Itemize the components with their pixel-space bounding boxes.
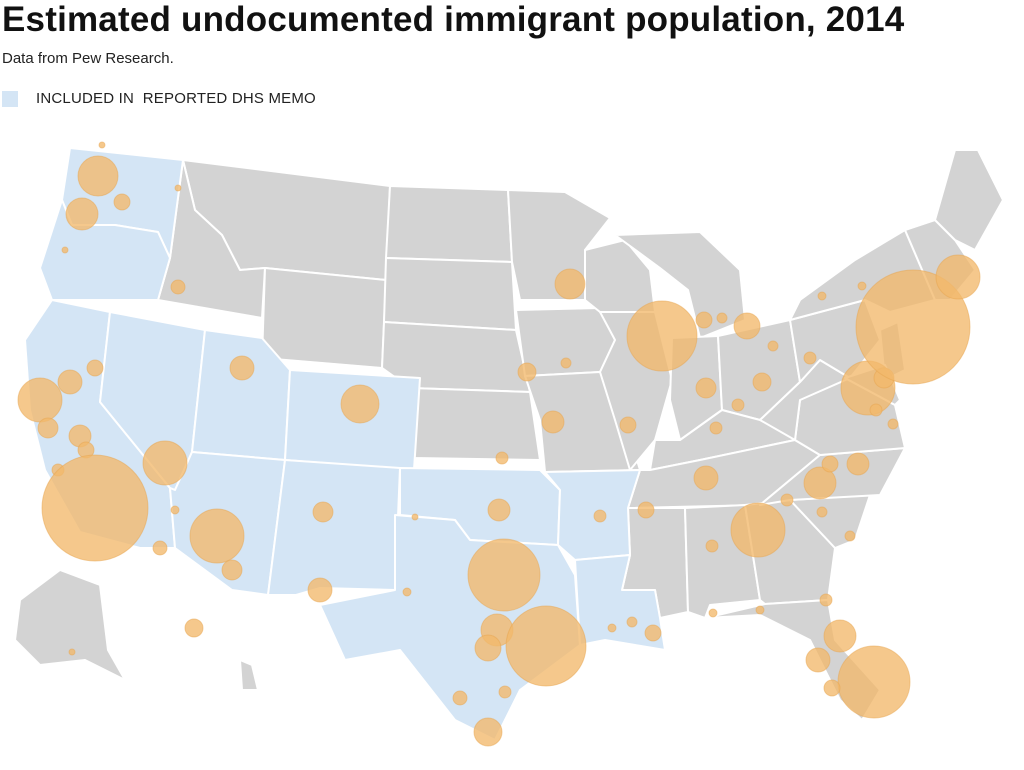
page-title: Estimated undocumented immigrant populat… [2, 0, 905, 39]
bubble-norfolk [887, 418, 899, 430]
bubble-cincinnati [731, 398, 745, 412]
bubble-midland [402, 587, 412, 597]
bubble-greenville [780, 493, 794, 507]
bubble-riverside [152, 540, 168, 556]
bubble-chicago [626, 300, 698, 372]
bubble-tampa [805, 647, 831, 673]
legend: INCLUDED IN REPORTED DHS MEMO [2, 90, 316, 107]
bubble-boise [170, 279, 186, 295]
bubble-seattle [77, 155, 119, 197]
bubble-charlotte [803, 466, 837, 500]
bubble-louisville [709, 421, 723, 435]
bubble-new-orleans [644, 624, 662, 642]
state-louisiana [574, 554, 666, 651]
state-alaska [14, 569, 126, 681]
state-arkansas [544, 469, 641, 561]
state-kansas [409, 387, 541, 461]
bubble-atlanta [730, 502, 786, 558]
legend-swatch [2, 90, 18, 107]
state-north-dakota [385, 185, 513, 263]
state-south-dakota [383, 257, 517, 331]
bubble-phoenix [189, 508, 245, 564]
bubble-pensacola [708, 608, 718, 618]
bubble-cleveland [767, 340, 779, 352]
legend-label: INCLUDED IN REPORTED DHS MEMO [36, 90, 316, 107]
bubble-detroit [733, 312, 761, 340]
state-hawaii [239, 659, 259, 691]
bubble-nashville [693, 465, 719, 491]
bubble-des-moines [560, 357, 572, 369]
bubble-albany [857, 281, 867, 291]
bubble-greensboro [821, 455, 839, 473]
bubble-dallas [467, 538, 541, 612]
bubble-bellingham [98, 141, 106, 149]
bubble-anchorage [68, 648, 76, 656]
bubble-milwaukee [695, 311, 713, 329]
bubble-sacramento [57, 369, 83, 395]
bubble-houston [505, 605, 587, 687]
bubble-okc [487, 498, 511, 522]
bubble-las-vegas [142, 440, 188, 486]
bubble-tucson [221, 559, 243, 581]
population-bubbles [17, 141, 981, 747]
bubble-new-york [855, 269, 971, 385]
bubble-richmond [869, 403, 883, 417]
bubble-orlando [823, 619, 857, 653]
state-maine [934, 149, 1004, 251]
bubble-el-paso [307, 577, 333, 603]
bubble-indianapolis [695, 377, 717, 399]
bubble-san-jose [37, 417, 59, 439]
state-michigan [614, 231, 746, 339]
bubble-san-antonio [474, 634, 502, 662]
bubble-tallahassee [755, 605, 765, 615]
bubble-spokane [174, 184, 182, 192]
bubble-columbia [816, 506, 828, 518]
bubble-jacksonville [819, 593, 833, 607]
bubble-salt-lake [229, 355, 255, 381]
bubble-baton-rouge [626, 616, 638, 628]
bubble-brownsville [473, 717, 503, 747]
bubble-corpus [498, 685, 512, 699]
bubble-reno [86, 359, 104, 377]
bubble-miami [837, 645, 911, 719]
bubble-buffalo [817, 291, 827, 301]
bubble-denver [340, 384, 380, 424]
bubble-los-angeles [41, 454, 149, 562]
bubble-sf-bay [17, 377, 63, 423]
bubble-tacoma [65, 197, 99, 231]
bubble-kansas-city [541, 410, 565, 434]
bubble-wa-east [113, 193, 131, 211]
bubble-lafayette [607, 623, 617, 633]
bubble-albuquerque [312, 501, 334, 523]
bubble-charleston [844, 530, 856, 542]
bubble-yuma [170, 505, 180, 515]
bubble-honolulu [184, 618, 204, 638]
bubble-wichita [495, 451, 509, 465]
bubble-st-louis [619, 416, 637, 434]
bubble-raleigh [846, 452, 870, 476]
bubble-birmingham [705, 539, 719, 553]
bubble-boston [935, 254, 981, 300]
bubble-grand-rapids [716, 312, 728, 324]
bubble-portland [61, 246, 69, 254]
bubble-memphis [637, 501, 655, 519]
bubble-pittsburgh [803, 351, 817, 365]
bubble-lubbock [411, 513, 419, 521]
bubble-columbus [752, 372, 772, 392]
bubble-minneapolis [554, 268, 586, 300]
state-wyoming [261, 267, 387, 369]
bubble-omaha [517, 362, 537, 382]
page-subtitle: Data from Pew Research. [2, 50, 174, 67]
bubble-tulsa [593, 509, 607, 523]
state-new-mexico [267, 459, 401, 596]
bubble-laredo [452, 690, 468, 706]
bubble-fort-myers [823, 679, 841, 697]
